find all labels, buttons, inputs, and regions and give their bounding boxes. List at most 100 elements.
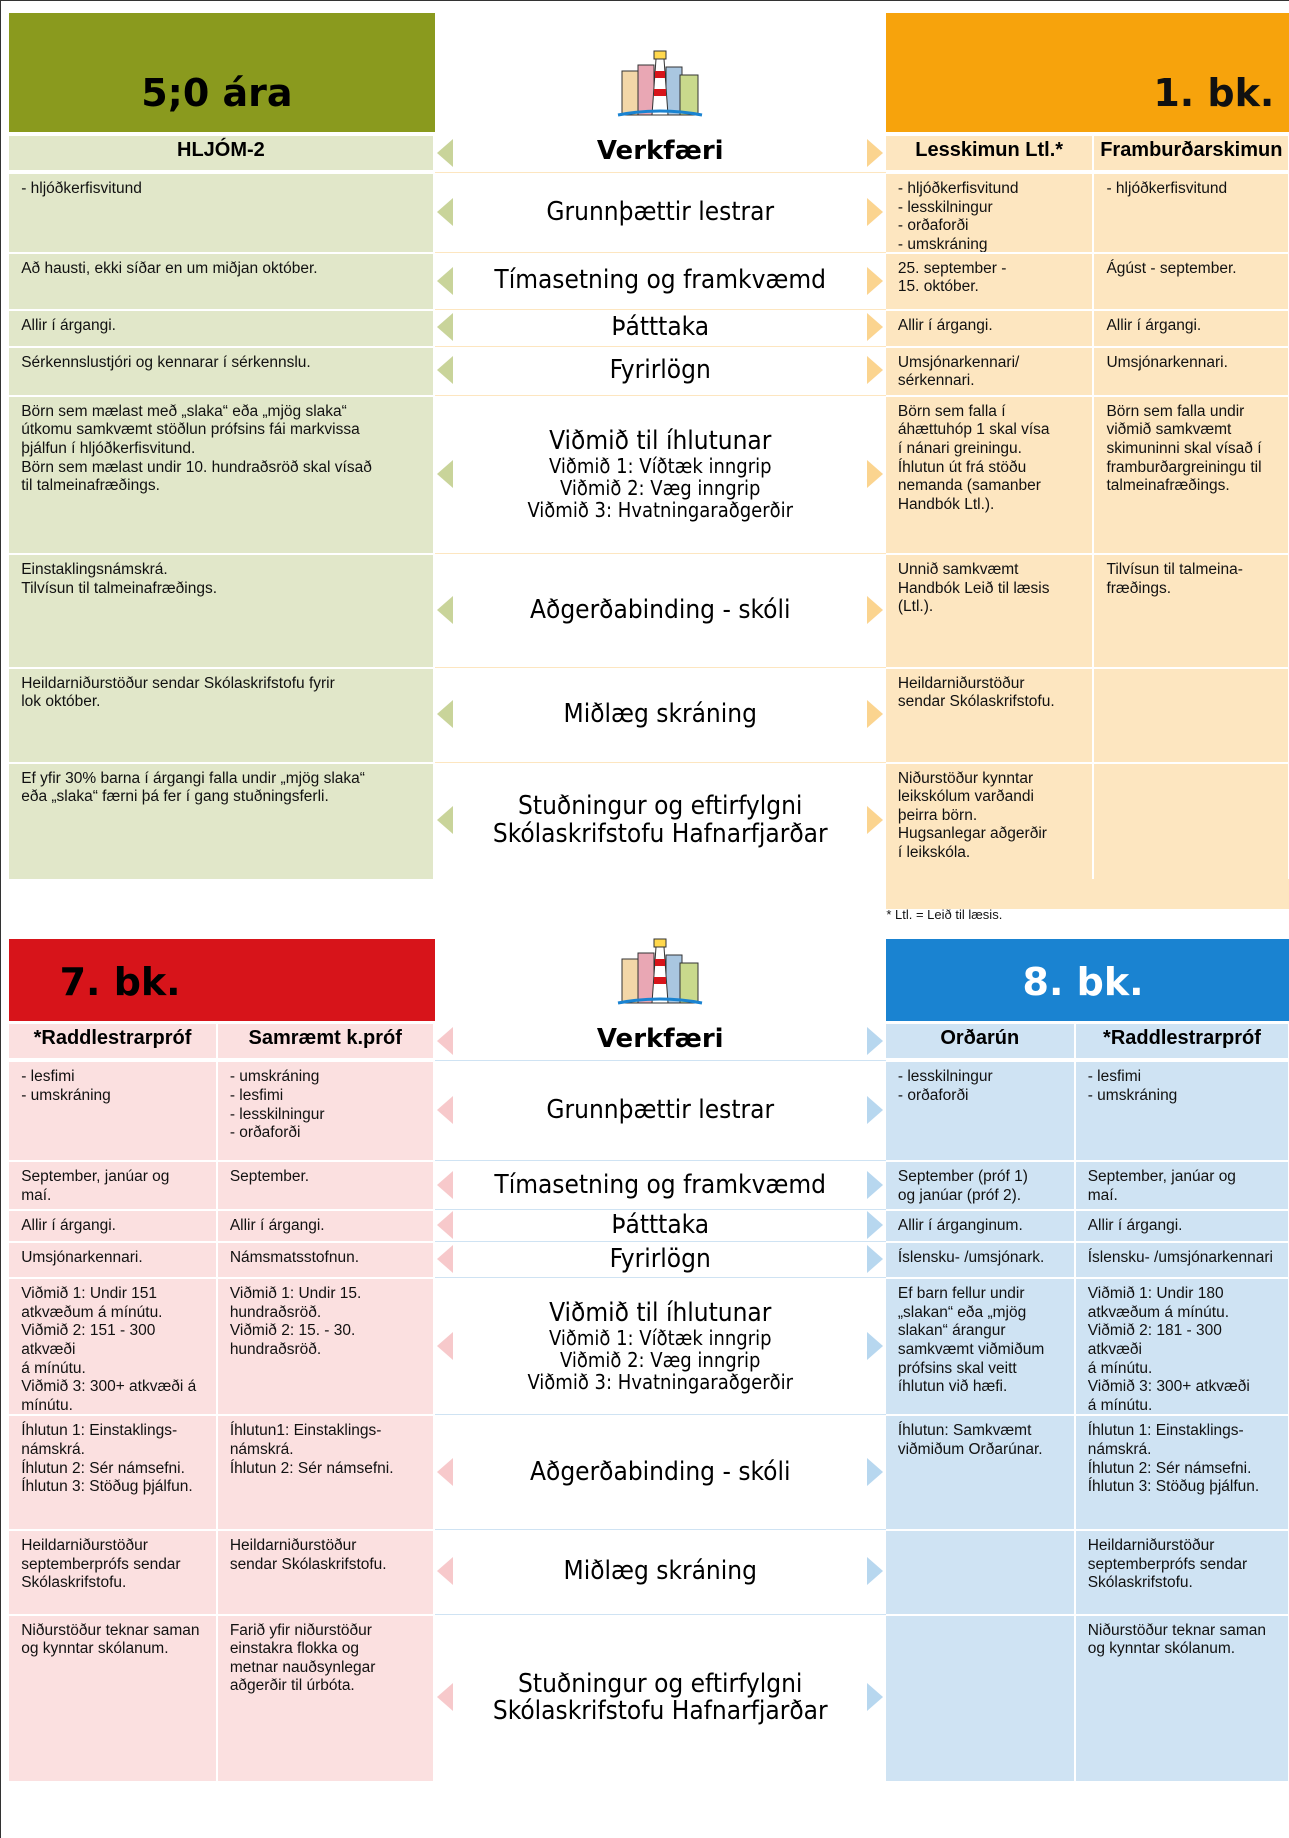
tool-cell: Viðmið til íhlutunar Viðmið 1: Víðtæk inn… xyxy=(434,1277,886,1414)
cell: Allir í árgangi. xyxy=(9,1209,218,1241)
tool-sub: Viðmið 2: Væg inngrip xyxy=(559,476,761,501)
cell: Íslensku- /umsjónarkennari xyxy=(1075,1240,1289,1278)
cell: Allir í árgangi. xyxy=(217,1209,435,1241)
cell: Íslensku- /umsjónark. xyxy=(885,1240,1076,1278)
arrow xyxy=(867,1331,884,1360)
cell: Ágúst - september. xyxy=(1094,251,1289,310)
tool-cell: Stuðningur og eftirfylgni Skólaskrifstof… xyxy=(434,761,886,879)
section-label: 7. bk. xyxy=(59,959,181,1004)
arrow xyxy=(436,1683,453,1712)
tool-cell: Stuðningur og eftirfylgni Skólaskrifstof… xyxy=(434,1613,886,1782)
tool-cell: Aðgerðabinding - skóli xyxy=(434,1414,886,1529)
tool-name: Stuðningur og eftirfylgni Skólaskrifstof… xyxy=(492,1668,828,1726)
arrow xyxy=(436,266,453,295)
tool-name: Miðlæg skráning xyxy=(563,1556,757,1587)
arrow xyxy=(436,459,453,488)
header-bar xyxy=(9,938,435,1021)
footnote: * Ltl. = Leið til læsis. xyxy=(886,906,1003,922)
cell: - hljóðkerfisvitund xyxy=(9,172,435,252)
cell xyxy=(885,1529,1076,1614)
cell: Börn sem mælast með „slaka“ eða „mjög sl… xyxy=(9,394,435,553)
arrow xyxy=(436,700,453,729)
arrow xyxy=(436,1211,453,1240)
arrow xyxy=(867,806,884,835)
tool-name: Viðmið til íhlutunar xyxy=(549,425,772,456)
cell: - lesskilningur - orðaforði xyxy=(885,1060,1076,1161)
section-label: 5;0 ára xyxy=(141,71,293,116)
column-header: Orðarún xyxy=(885,1024,1076,1059)
arrow xyxy=(867,1096,884,1125)
arrow xyxy=(867,138,884,167)
cell: Einstaklingsnámskrá. Tilvísun til talmei… xyxy=(9,553,435,667)
cell xyxy=(1094,666,1289,762)
cell: Börn sem falla undir viðmið samkvæmt ski… xyxy=(1094,394,1289,553)
arrow xyxy=(867,595,884,624)
arrow xyxy=(436,197,453,226)
tool-cell: Tímasetning og framkvæmd xyxy=(434,1160,886,1209)
tool-name: Þátttaka xyxy=(611,312,710,343)
arrow xyxy=(867,197,884,226)
header-bar xyxy=(9,12,435,133)
arrow xyxy=(867,1245,884,1274)
tool-cell: Þátttaka xyxy=(434,309,886,345)
tool-cell: Aðgerðabinding - skóli xyxy=(434,553,886,667)
column-header: Framburðarskimun xyxy=(1094,135,1289,170)
arrow xyxy=(436,313,453,342)
cell: - hljóðkerfisvitund xyxy=(1094,172,1289,252)
cell: Heildarniðurstöður sendar Skólaskrifstof… xyxy=(885,666,1095,762)
arrow xyxy=(867,1557,884,1586)
tool-name: Viðmið til íhlutunar xyxy=(549,1297,772,1328)
cell: Allir í árgangi. xyxy=(1094,309,1289,346)
cell: Námsmatsstofnun. xyxy=(217,1240,435,1278)
arrow xyxy=(436,1170,453,1199)
header-bar xyxy=(885,938,1289,1021)
cell: Umsjónarkennari. xyxy=(9,1240,218,1278)
cell: Íhlutun: Samkvæmt viðmiðum Orðarúnar. xyxy=(885,1414,1076,1530)
cell xyxy=(885,1613,1076,1782)
tool-cell: Grunnþættir lestrar xyxy=(434,172,886,252)
tool-cell: Þátttaka xyxy=(434,1209,886,1241)
cell: Sérkennslustjóri og kennarar í sérkennsl… xyxy=(9,345,435,395)
cell: Niðurstöður kynntar leikskólum varðandi … xyxy=(885,761,1095,879)
header-bar xyxy=(885,12,1289,133)
tool-sub: Viðmið 2: Væg inngrip xyxy=(559,1348,761,1372)
cell: Íhlutun 1: Einstaklings- námskrá. Íhlutu… xyxy=(1075,1414,1289,1530)
cell: Tilvísun til talmeina- fræðings. xyxy=(1094,553,1289,667)
cell: Íhlutun 1: Einstaklings- námskrá. Íhlutu… xyxy=(9,1414,218,1530)
cell: 25. september - 15. október. xyxy=(885,251,1095,310)
tool-name: Grunnþættir lestrar xyxy=(546,1095,775,1126)
column-header: Samræmt k.próf xyxy=(217,1024,435,1059)
arrow xyxy=(867,1457,884,1486)
cell: Umsjónarkennari. xyxy=(1094,345,1289,395)
arrow xyxy=(436,356,453,385)
cell: Allir í árgangi. xyxy=(1075,1209,1289,1241)
cell: Að hausti, ekki síðar en um miðjan októb… xyxy=(9,251,435,310)
cell: Ef yfir 30% barna í árgangi falla undir … xyxy=(9,761,435,879)
column-header: HLJÓM-2 xyxy=(9,135,435,170)
cell: Íhlutun1: Einstaklings- námskrá. Íhlutun… xyxy=(217,1414,435,1530)
arrow xyxy=(436,595,453,624)
logo xyxy=(617,938,702,1005)
cell: Ef barn fellur undir „slakan“ eða „mjög … xyxy=(885,1277,1076,1415)
tool-cell: Fyrirlögn xyxy=(434,345,886,395)
arrow xyxy=(436,806,453,835)
column-header: Verkfæri xyxy=(596,135,724,166)
arrow xyxy=(436,1027,453,1056)
cell: Heildarniðurstöður sendar Skólaskrifstof… xyxy=(217,1529,435,1614)
tool-name: Tímasetning og framkvæmd xyxy=(494,1169,827,1200)
tool-name: Stuðningur og eftirfylgni Skólaskrifstof… xyxy=(492,791,828,849)
tool-sub: Viðmið 1: Víðtæk inngrip xyxy=(548,1326,772,1350)
tool-name: Grunnþættir lestrar xyxy=(546,196,775,227)
tool-sub: Viðmið 3: Hvatningaraðgerðir xyxy=(527,1370,794,1394)
cell: Viðmið 1: Undir 151 atkvæðum á mínútu. V… xyxy=(9,1277,218,1415)
cell: Viðmið 1: Undir 15. hundraðsröð. Viðmið … xyxy=(217,1277,435,1415)
tool-cell: Miðlæg skráning xyxy=(434,666,886,762)
cell: - umskráning - lesfimi - lesskilningur -… xyxy=(217,1060,435,1161)
logo xyxy=(617,50,702,117)
tool-name: Miðlæg skráning xyxy=(563,699,757,729)
cell: Heildarniðurstöður septemberprófs sendar… xyxy=(9,1529,218,1614)
right-filler xyxy=(885,878,1289,910)
tool-cell: Viðmið til íhlutunar Viðmið 1: Víðtæk inn… xyxy=(434,394,886,553)
column-header: *Raddlestrarpróf xyxy=(9,1024,218,1059)
